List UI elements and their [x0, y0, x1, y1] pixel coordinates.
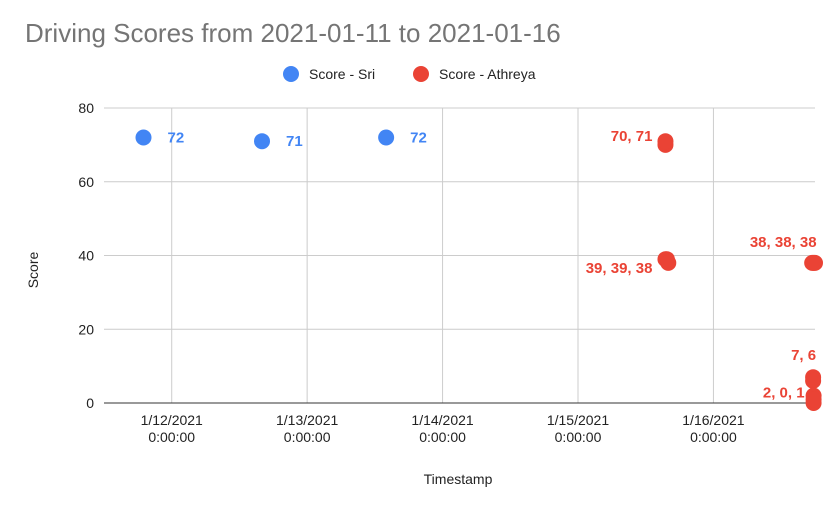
y-axis-label: Score	[25, 252, 41, 289]
x-tick-label-time: 0:00:00	[419, 429, 466, 445]
x-tick-label-date: 1/14/2021	[411, 412, 473, 428]
point-athreya[interactable]	[807, 254, 823, 271]
x-tick-label-time: 0:00:00	[284, 429, 331, 445]
y-tick-label: 80	[78, 100, 94, 116]
data-points	[135, 129, 823, 411]
gridlines	[104, 107, 815, 403]
data-label-athreya: 39, 39, 38	[586, 260, 653, 277]
point-sri[interactable]	[254, 133, 270, 150]
point-athreya[interactable]	[660, 254, 677, 271]
legend-marker-athreya	[413, 66, 429, 82]
x-tick-label-time: 0:00:00	[690, 429, 737, 445]
legend: Score - Sri Score - Athreya	[283, 66, 536, 82]
data-label-sri: 72	[168, 130, 185, 147]
y-tick-label: 60	[78, 174, 94, 190]
data-label-sri: 71	[286, 133, 303, 150]
y-tick-label: 40	[78, 248, 94, 264]
x-tick-label-date: 1/13/2021	[276, 412, 338, 428]
legend-item-athreya[interactable]: Score - Athreya	[413, 66, 536, 82]
chart-title: Driving Scores from 2021-01-11 to 2021-0…	[25, 18, 561, 48]
x-tick-label-time: 0:00:00	[555, 429, 602, 445]
point-athreya[interactable]	[805, 372, 822, 389]
legend-marker-sri	[283, 66, 299, 82]
y-tick-label: 20	[78, 321, 94, 337]
legend-label-sri: Score - Sri	[309, 66, 375, 82]
x-tick-label-date: 1/12/2021	[141, 412, 203, 428]
data-label-athreya: 2, 0, 1	[763, 384, 805, 401]
legend-item-sri[interactable]: Score - Sri	[283, 66, 375, 82]
point-athreya[interactable]	[805, 391, 822, 408]
x-tick-label-time: 0:00:00	[148, 429, 195, 445]
point-athreya[interactable]	[657, 133, 674, 150]
x-tick-label-date: 1/15/2021	[547, 412, 609, 428]
data-label-sri: 72	[410, 130, 427, 147]
y-tick-label: 0	[86, 395, 94, 411]
point-sri[interactable]	[135, 129, 152, 146]
y-axis-ticks: 0 20 40 60 80	[78, 100, 94, 411]
point-sri[interactable]	[378, 129, 395, 146]
data-label-athreya: 7, 6	[791, 347, 816, 364]
data-label-athreya: 38, 38, 38	[750, 234, 817, 251]
x-tick-label-date: 1/16/2021	[682, 412, 744, 428]
legend-label-athreya: Score - Athreya	[439, 66, 536, 82]
x-axis-ticks: 1/12/20210:00:001/13/20210:00:001/14/202…	[141, 412, 745, 445]
data-labels: 72 71 72 70, 71 39, 39, 38 38, 38, 38 7, 6 2, 0…	[168, 128, 817, 401]
x-axis-label: Timestamp	[424, 471, 493, 487]
data-label-athreya: 70, 71	[611, 128, 653, 145]
